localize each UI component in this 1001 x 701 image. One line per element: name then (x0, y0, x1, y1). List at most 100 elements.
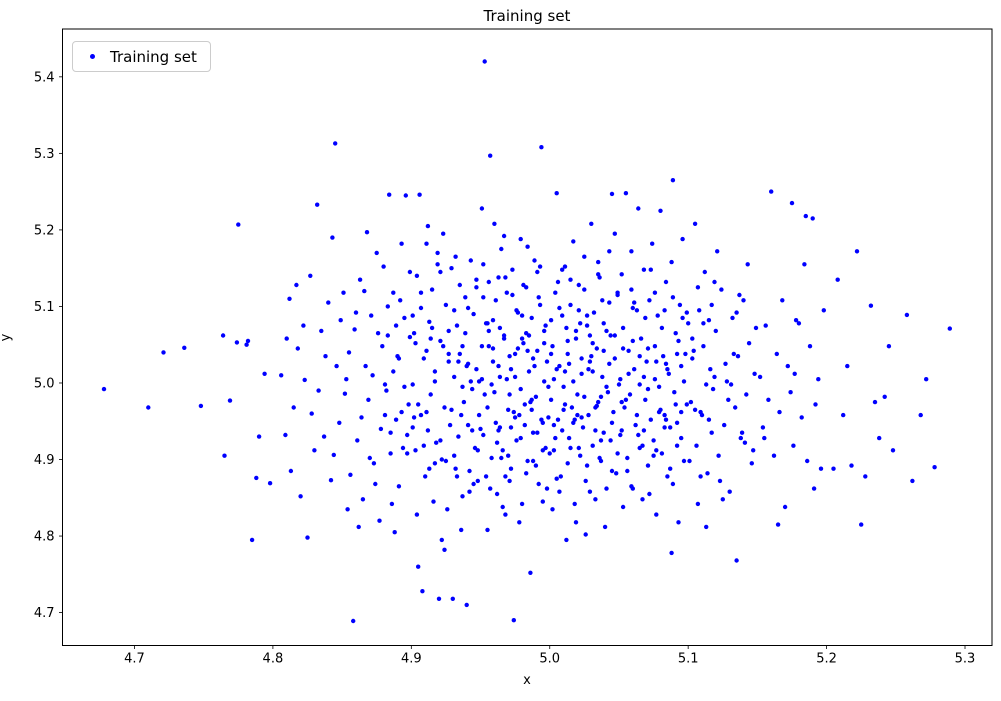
data-point (663, 279, 669, 285)
data-point (382, 382, 388, 387)
data-point (279, 373, 284, 378)
data-point (553, 435, 558, 441)
data-point (256, 434, 262, 439)
data-point (680, 315, 685, 321)
data-point (568, 302, 573, 308)
data-point (459, 527, 464, 533)
data-point (519, 313, 525, 318)
data-point (686, 321, 691, 326)
data-point (500, 504, 505, 510)
data-point (465, 422, 471, 428)
data-point (468, 379, 473, 384)
data-point (346, 350, 352, 355)
data-point (596, 259, 601, 265)
data-point (623, 397, 629, 402)
data-point (526, 369, 532, 374)
data-point (886, 344, 892, 349)
data-point (514, 308, 519, 313)
data-point (623, 191, 629, 196)
data-point (511, 618, 516, 623)
data-point (731, 351, 736, 357)
data-point (579, 415, 584, 420)
legend: Training set (72, 41, 211, 72)
data-point (697, 308, 702, 313)
x-axis-label: x (523, 673, 531, 688)
data-point (739, 430, 745, 435)
data-point (432, 369, 438, 374)
data-point (612, 231, 617, 236)
data-point (482, 59, 487, 64)
data-point (609, 191, 615, 197)
data-point (668, 425, 673, 430)
data-point (460, 344, 465, 349)
data-point (669, 550, 674, 556)
data-point (530, 356, 536, 361)
data-point (728, 382, 734, 387)
data-point (478, 426, 483, 432)
data-point (423, 474, 428, 479)
data-point (676, 520, 681, 525)
data-point (488, 153, 493, 158)
data-point (511, 409, 516, 415)
data-point (651, 453, 656, 458)
data-point (734, 310, 739, 315)
data-point (424, 409, 429, 415)
data-point (679, 409, 684, 415)
data-point (400, 445, 406, 451)
data-point (407, 269, 413, 275)
data-point (802, 262, 807, 267)
data-point (463, 295, 468, 300)
data-point (727, 489, 732, 494)
data-point (393, 417, 399, 422)
data-point (648, 267, 653, 272)
data-point (612, 356, 617, 361)
data-point (539, 417, 544, 422)
data-point (445, 507, 450, 512)
data-point (583, 478, 588, 484)
data-point (553, 290, 558, 295)
data-point (737, 292, 742, 298)
data-point (691, 348, 696, 353)
data-point (517, 412, 522, 418)
data-point (590, 341, 595, 346)
data-point (439, 537, 444, 543)
data-point (645, 346, 651, 351)
data-point (456, 359, 461, 364)
data-point (633, 422, 638, 428)
data-point (625, 455, 630, 461)
data-point (542, 379, 547, 384)
data-point (220, 333, 226, 338)
data-point (687, 458, 692, 464)
data-point (323, 354, 328, 359)
data-point (565, 338, 570, 344)
data-point (544, 486, 550, 491)
data-point (910, 478, 915, 484)
data-point (706, 318, 712, 323)
data-point (411, 415, 417, 420)
data-point (388, 430, 393, 435)
data-point (704, 382, 709, 387)
data-point (345, 507, 350, 512)
data-point (512, 374, 518, 380)
data-point (525, 348, 530, 353)
data-point (161, 350, 166, 355)
data-point (663, 361, 669, 366)
data-point (503, 512, 508, 517)
data-point (413, 341, 418, 346)
data-point (443, 458, 449, 464)
data-point (720, 497, 725, 502)
data-point (774, 351, 779, 357)
data-point (465, 305, 471, 311)
data-point (525, 458, 530, 464)
data-point (434, 440, 439, 445)
data-point (560, 428, 565, 433)
data-point (568, 445, 573, 451)
data-point (302, 377, 307, 383)
data-point (560, 267, 565, 272)
data-point (713, 328, 718, 334)
data-point (403, 193, 408, 198)
data-point (604, 328, 609, 334)
data-point (620, 325, 626, 331)
data-point (780, 298, 785, 303)
data-point (680, 236, 685, 242)
